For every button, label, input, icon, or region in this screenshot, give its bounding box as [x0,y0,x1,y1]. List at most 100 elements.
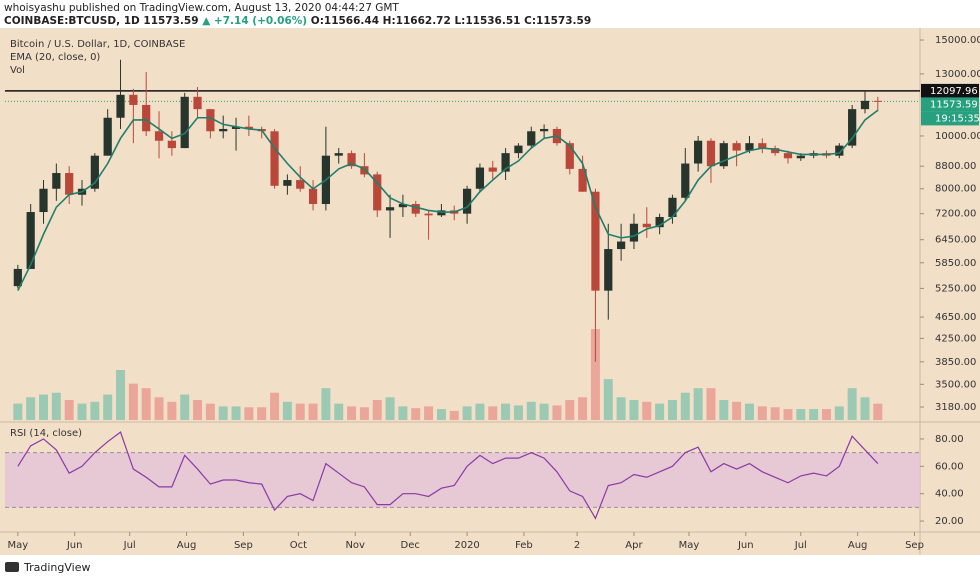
volume-bar [744,403,754,420]
y-tick-label: 40.00 [935,489,964,500]
volume-bar [359,407,369,420]
last-price-label-box [921,97,979,112]
candle-body [52,173,61,189]
candle-body [385,207,395,211]
volume-bar [757,406,767,420]
volume-bar [796,409,806,420]
y-tick-label: 6450.00 [935,235,976,246]
x-tick-label: Apr [625,540,643,551]
footer: TradingView [23,561,90,574]
candle-body [398,204,408,208]
x-tick-label: Jun [737,540,754,551]
candle-body [539,128,549,132]
volume-bar [616,397,626,420]
volume-bar [449,410,459,420]
volume-bar [257,407,267,420]
volume-bar [783,409,793,420]
y-tick-label: 3180.00 [935,402,976,413]
candle-body [694,140,703,164]
candle-body [180,96,189,149]
y-tick-label: 5850.00 [935,258,976,269]
candle-body [244,126,253,129]
candle-body [219,128,228,132]
y-tick-label: 4250.00 [935,333,976,344]
volume-bar [51,392,61,420]
volume-bar [539,403,549,420]
candle-body [26,212,35,269]
volume-bar [295,403,305,420]
resistance-label: 12097.96 [930,86,978,97]
last-price: 11573.59 [143,15,198,27]
volume-bar [13,403,23,420]
volume-bar [372,400,382,420]
volume-bar [103,394,113,420]
last-price-label: 11573.59 [930,99,978,110]
volume-bar [398,406,408,420]
volume-bar [193,400,203,420]
x-tick-label: 2020 [454,540,479,551]
x-tick-label: Aug [848,540,868,551]
x-tick-label: Sep [234,540,253,551]
volume-bar [90,401,100,420]
volume-bar [270,392,280,420]
symbol: COINBASE:BTCUSD, 1D [4,15,140,27]
volume-bar [488,406,498,420]
candle-body [668,197,677,217]
volume-bar [667,400,677,420]
volume-bar [334,403,344,420]
candle-body [488,167,497,172]
countdown-box [921,111,979,126]
candle-body [732,143,741,151]
y-tick-label: 15000.00 [935,35,980,46]
candle-body [758,143,767,149]
y-tick-label: 10000.00 [935,131,980,142]
volume-bar [154,397,164,420]
volume-bar [128,383,138,420]
volume-bar [770,407,780,420]
change: ▲ +7.14 (+0.06%) [202,15,307,27]
volume-bar [218,406,228,420]
volume-legend: Vol [10,65,25,76]
volume-bar [732,401,742,420]
logo-icon [5,562,19,572]
candle-body [565,143,574,169]
candle-body [706,140,716,167]
ema-line [17,109,879,292]
candle-body [347,153,356,167]
volume-bar [552,405,562,420]
candle-body [617,241,626,250]
x-tick-label: May [7,540,28,551]
candle-body [39,188,48,213]
volume-bar [821,409,831,420]
y-tick-label: 4650.00 [935,312,976,323]
x-tick-label: Nov [345,540,365,551]
candle-body [835,145,844,156]
y-tick-label: 60.00 [935,461,964,472]
y-tick-label: 3500.00 [935,379,976,390]
volume-bar [655,403,665,420]
candle-body [334,153,343,156]
volume-bar [205,403,215,420]
candle-body [308,188,318,205]
candle-body [655,216,664,228]
countdown: 19:15:35 [935,113,980,124]
ema-legend: EMA (20, close, 0) [10,52,100,63]
volume-bar [847,388,857,420]
candle-body [796,155,805,159]
volume-bar [642,401,652,420]
volume-bar [308,403,318,420]
rsi-title: RSI (14, close) [10,428,82,439]
rsi-line [17,431,879,520]
candle-body [475,167,485,189]
candle-body [771,148,780,154]
volume-bar [860,397,870,420]
candle-body [501,153,510,172]
volume-bar [475,403,485,420]
footer-logo: TradingView [5,561,90,574]
x-tick-label: Sep [905,540,924,551]
candle-body [604,249,613,291]
x-tick-label: Jul [123,540,136,551]
candle-body [360,166,369,175]
volume-bar [116,370,126,420]
